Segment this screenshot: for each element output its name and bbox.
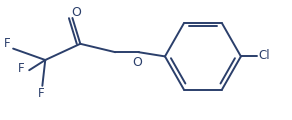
Text: Cl: Cl (258, 49, 270, 62)
Text: O: O (71, 6, 81, 19)
Text: F: F (38, 87, 44, 100)
Text: O: O (132, 56, 142, 69)
Text: F: F (18, 63, 24, 75)
Text: F: F (4, 37, 10, 50)
